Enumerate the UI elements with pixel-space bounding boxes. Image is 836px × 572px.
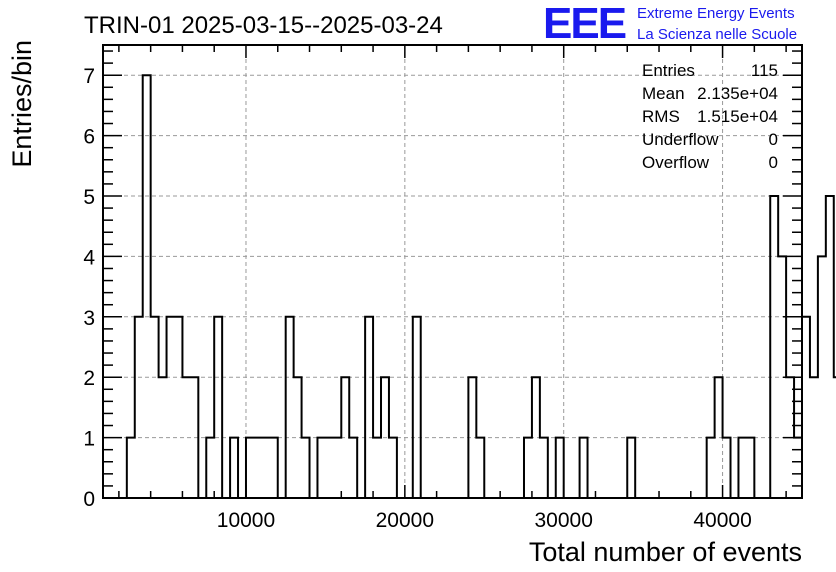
stats-label: Overflow xyxy=(642,153,710,172)
histogram-bin xyxy=(770,196,778,498)
stats-value: 0 xyxy=(769,130,778,149)
histogram-bin xyxy=(723,438,731,498)
stats-value: 2.135e+04 xyxy=(697,84,778,103)
histogram-bin xyxy=(738,438,746,498)
histogram-bin xyxy=(627,438,635,498)
histogram-bin xyxy=(230,438,238,498)
stats-label: Entries xyxy=(642,61,695,80)
histogram-bin xyxy=(167,317,175,498)
histogram-bin xyxy=(270,438,278,498)
y-tick-label: 2 xyxy=(83,367,95,390)
histogram-bin xyxy=(413,317,421,498)
histogram-bin xyxy=(214,317,222,498)
histogram-bin xyxy=(302,438,310,498)
y-tick-label: 7 xyxy=(83,65,95,88)
x-tick-label: 30000 xyxy=(535,509,593,532)
histogram-bin xyxy=(333,438,341,498)
x-tick-label: 10000 xyxy=(217,509,275,532)
histogram-bin xyxy=(135,317,143,498)
chart-title: TRIN-01 2025-03-15--2025-03-24 xyxy=(84,12,443,39)
histogram-bin xyxy=(540,438,548,498)
histogram-bin xyxy=(151,317,159,498)
x-tick-label: 20000 xyxy=(376,509,434,532)
y-tick-label: 4 xyxy=(83,246,95,269)
logo-line-1: Extreme Energy Events xyxy=(637,5,795,22)
histogram-bin xyxy=(365,317,373,498)
histogram-bin xyxy=(476,438,484,498)
histogram-outline xyxy=(119,75,836,498)
eee-logo: EEE Extreme Energy Events La Scienza nel… xyxy=(543,0,797,48)
stats-value: 1.515e+04 xyxy=(697,107,778,126)
logo-line-2: La Scienza nelle Scuole xyxy=(637,26,797,43)
histogram-bars xyxy=(119,75,836,498)
histogram-bin xyxy=(746,438,754,498)
histogram-bin xyxy=(254,438,262,498)
histogram-bin xyxy=(174,317,182,498)
histogram-bin xyxy=(580,438,588,498)
histogram-bin xyxy=(389,438,397,498)
histogram-bin xyxy=(373,438,381,498)
histogram-bin xyxy=(556,438,564,498)
y-axis-title: Entries/bin xyxy=(7,40,37,168)
histogram-bin xyxy=(206,438,214,498)
histogram-bin xyxy=(794,438,802,498)
stats-value: 115 xyxy=(751,61,778,80)
y-tick-label: 5 xyxy=(83,186,95,209)
histogram-bin xyxy=(524,438,532,498)
y-tick-label: 3 xyxy=(83,307,95,330)
histogram-bin xyxy=(818,256,826,498)
stats-label: Mean xyxy=(642,84,685,103)
stats-label: Underflow xyxy=(642,130,719,149)
histogram-bin xyxy=(246,438,254,498)
histogram-bin xyxy=(127,438,135,498)
histogram-bin xyxy=(349,438,357,498)
histogram-bin xyxy=(826,196,834,498)
histogram-bin xyxy=(802,317,810,498)
eee-logo-mark: EEE xyxy=(543,0,626,48)
histogram-bin xyxy=(810,377,818,498)
x-axis-title: Total number of events xyxy=(529,537,802,567)
stats-label: RMS xyxy=(642,107,680,126)
stats-value: 0 xyxy=(769,153,778,172)
y-tick-label: 6 xyxy=(83,126,95,149)
y-tick-label: 0 xyxy=(83,488,95,511)
histogram-bin xyxy=(317,438,325,498)
x-tick-label: 40000 xyxy=(693,509,751,532)
histogram-bin xyxy=(707,438,715,498)
histogram-bin xyxy=(286,317,294,498)
histogram-bin xyxy=(143,75,151,498)
stats-box: Entries 115 Mean 2.135e+04 RMS 1.515e+04 Under… xyxy=(642,61,778,172)
y-tick-label: 1 xyxy=(83,428,95,451)
histogram-bin xyxy=(262,438,270,498)
histogram-bin xyxy=(325,438,333,498)
